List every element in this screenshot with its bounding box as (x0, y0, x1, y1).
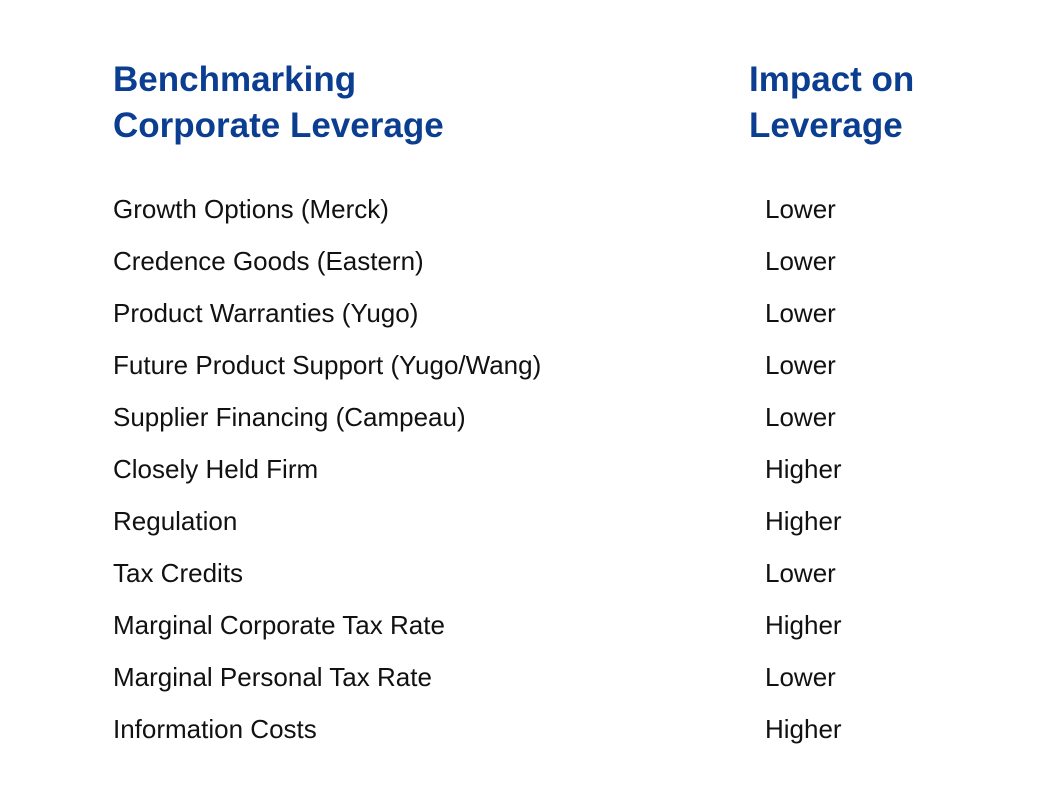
list-item: Tax Credits Lower (113, 547, 1013, 599)
factor-label: Marginal Corporate Tax Rate (113, 610, 445, 640)
impact-value: Lower (765, 558, 836, 588)
list-item: Closely Held Firm Higher (113, 443, 1013, 495)
factor-label: Marginal Personal Tax Rate (113, 662, 432, 692)
list-item: Product Warranties (Yugo) Lower (113, 287, 1013, 339)
impact-value: Lower (765, 350, 836, 380)
impact-value: Higher (765, 454, 842, 484)
list-item: Growth Options (Merck) Lower (113, 183, 1013, 235)
impact-value: Lower (765, 662, 836, 692)
list-item: Future Product Support (Yugo/Wang) Lower (113, 339, 1013, 391)
impact-value: Higher (765, 610, 842, 640)
list-item: Information Costs Higher (113, 703, 1013, 755)
list-item: Marginal Corporate Tax Rate Higher (113, 599, 1013, 651)
factor-list: Growth Options (Merck) Lower Credence Go… (113, 183, 1013, 755)
left-column-heading: Benchmarking Corporate Leverage (113, 57, 444, 149)
right-heading-line-2: Leverage (749, 106, 903, 145)
impact-value: Lower (765, 402, 836, 432)
factor-label: Information Costs (113, 714, 317, 744)
right-heading-line-1: Impact on (749, 60, 915, 99)
list-item: Marginal Personal Tax Rate Lower (113, 651, 1013, 703)
left-heading-line-1: Benchmarking (113, 60, 357, 99)
factor-label: Credence Goods (Eastern) (113, 246, 424, 276)
impact-value: Lower (765, 298, 836, 328)
right-column-heading: Impact on Leverage (749, 57, 914, 149)
impact-value: Lower (765, 194, 836, 224)
factor-label: Future Product Support (Yugo/Wang) (113, 350, 542, 380)
factor-label: Regulation (113, 506, 238, 536)
list-item: Regulation Higher (113, 495, 1013, 547)
factor-label: Growth Options (Merck) (113, 194, 389, 224)
impact-value: Higher (765, 506, 842, 536)
impact-value: Higher (765, 714, 842, 744)
factor-label: Product Warranties (Yugo) (113, 298, 419, 328)
factor-label: Tax Credits (113, 558, 244, 588)
factor-label: Supplier Financing (Campeau) (113, 402, 466, 432)
factor-label: Closely Held Firm (113, 454, 319, 484)
list-item: Supplier Financing (Campeau) Lower (113, 391, 1013, 443)
left-heading-line-2: Corporate Leverage (113, 106, 444, 145)
list-item: Credence Goods (Eastern) Lower (113, 235, 1013, 287)
impact-value: Lower (765, 246, 836, 276)
